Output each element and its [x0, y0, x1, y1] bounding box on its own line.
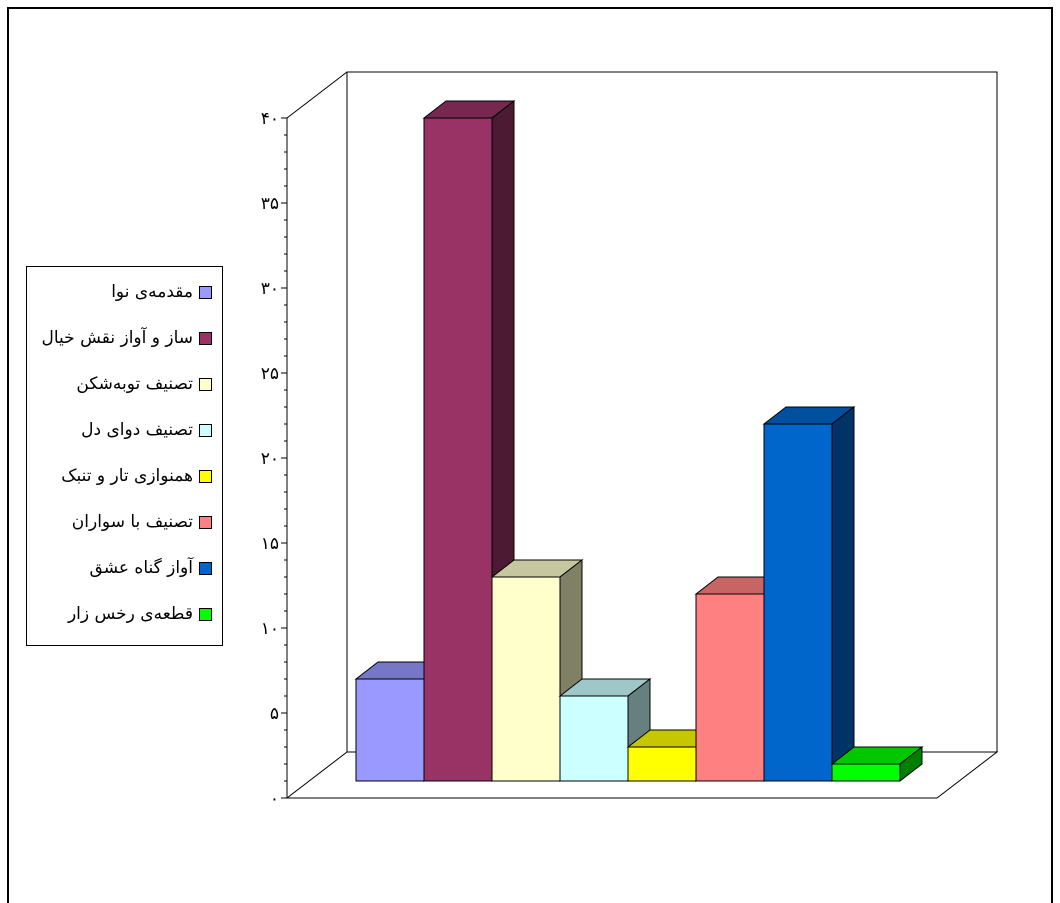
- legend-label: آواز گناه عشق: [89, 558, 193, 578]
- legend-item: ساز و آواز نقش خیال: [41, 327, 212, 349]
- bar: [763, 423, 833, 782]
- bar-side: [831, 405, 855, 783]
- legend-swatch: [199, 377, 212, 391]
- legend-label: ساز و آواز نقش خیال: [41, 328, 194, 348]
- y-tick-label: ۱۰: [261, 619, 279, 639]
- legend-item: همنوازی تار و تنبک: [61, 465, 212, 487]
- y-tick-label: ۴۰: [261, 109, 279, 129]
- bar: [559, 695, 629, 782]
- legend-swatch: [199, 285, 212, 299]
- legend-label: تصنیف با سواران: [71, 512, 193, 532]
- y-tick-label: ۰: [270, 789, 279, 809]
- bar: [695, 593, 765, 782]
- bar: [831, 763, 901, 782]
- chart-frame: [7, 7, 1053, 903]
- legend-swatch: [199, 469, 212, 483]
- legend-swatch: [199, 423, 212, 437]
- legend-label: قطعه‌ی رخس زار: [67, 604, 193, 624]
- legend-item: تصنیف دوای دل: [81, 419, 212, 441]
- y-tick-label: ۲۵: [261, 364, 279, 384]
- legend: مقدمه‌ی نوا ساز و آواز نقش خیال تصنیف توبه…: [26, 266, 223, 646]
- y-tick-label: ۳۵: [261, 194, 279, 214]
- legend-swatch: [199, 331, 212, 345]
- y-tick-label: ۲۰: [261, 449, 279, 469]
- legend-item: آواز گناه عشق: [90, 557, 212, 579]
- legend-swatch: [199, 515, 212, 529]
- legend-item: مقدمه‌ی نوا: [111, 281, 212, 303]
- depth-edge: [286, 71, 348, 119]
- legend-label: تصنیف توبه‌شکن: [76, 374, 193, 394]
- legend-label: تصنیف دوای دل: [81, 420, 193, 440]
- legend-label: مقدمه‌ی نوا: [111, 282, 193, 302]
- legend-swatch: [199, 561, 212, 575]
- legend-swatch: [199, 607, 212, 621]
- bar: [355, 678, 425, 782]
- bar: [491, 576, 561, 782]
- bar: [627, 746, 697, 782]
- legend-item: قطعه‌ی رخس زار: [68, 603, 212, 625]
- legend-item: تصنیف با سواران: [72, 511, 212, 533]
- y-tick-label: ۵: [270, 704, 279, 724]
- bar: [423, 117, 493, 782]
- legend-item: تصنیف توبه‌شکن: [76, 373, 212, 395]
- legend-label: همنوازی تار و تنبک: [61, 466, 193, 486]
- y-tick-label: ۳۰: [261, 279, 279, 299]
- y-tick-label: ۱۵: [261, 534, 279, 554]
